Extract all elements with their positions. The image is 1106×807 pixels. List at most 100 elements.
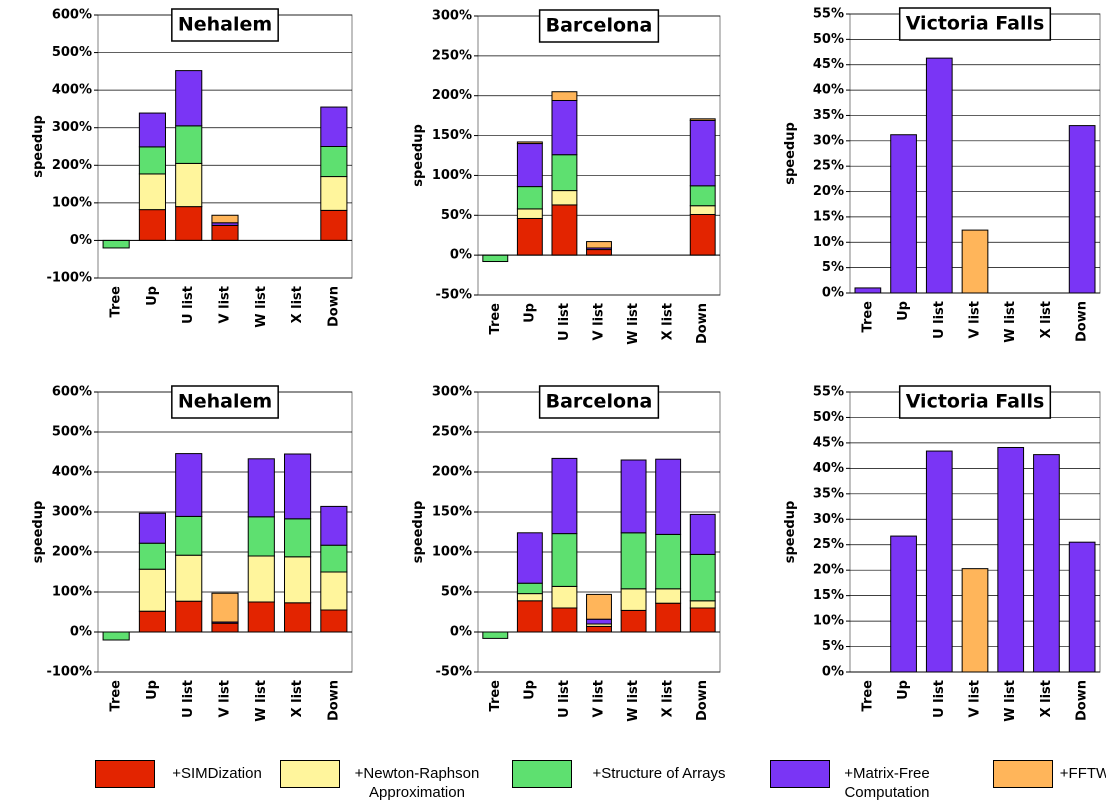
legend-swatch: [993, 760, 1053, 788]
x-tick-label: V list: [592, 680, 607, 717]
y-tick-label: 600%: [52, 8, 92, 23]
y-tick-label: 300%: [432, 385, 472, 400]
legend-swatch: [280, 760, 340, 788]
x-tick-label: Tree: [488, 303, 503, 335]
y-tick-label: 50%: [441, 585, 472, 600]
x-tick-label: V list: [968, 680, 983, 717]
x-tick-label: V list: [968, 301, 983, 338]
y-tick-label: 55%: [813, 385, 844, 400]
legend-swatch: [770, 760, 830, 788]
x-tick-label: W list: [1003, 680, 1018, 722]
y-tick-label: 30%: [813, 512, 844, 527]
y-tick-label: 15%: [813, 209, 844, 224]
bar-segment: [586, 625, 612, 633]
x-tick-label: Down: [1075, 301, 1090, 342]
y-axis-label: speedup: [783, 122, 798, 185]
bar-segment: [551, 457, 578, 535]
bar-segment: [211, 622, 239, 633]
legend-label: +FFTW: [1059, 765, 1106, 782]
y-axis-label: speedup: [411, 501, 426, 564]
y-tick-label: 300%: [52, 505, 92, 520]
chart-title: Nehalem: [178, 391, 272, 413]
bar-segment: [211, 592, 239, 623]
x-tick-label: Down: [1075, 680, 1090, 721]
title-box: Nehalem: [171, 8, 279, 42]
y-tick-label: -100%: [46, 271, 92, 286]
y-tick-label: 150%: [432, 505, 472, 520]
bar-segment: [175, 206, 203, 241]
bar-segment: [689, 119, 716, 187]
y-tick-label: 45%: [813, 435, 844, 450]
y-tick-label: 55%: [813, 7, 844, 22]
bar-segment: [925, 450, 953, 673]
x-tick-label: Up: [145, 680, 160, 700]
y-tick-label: 300%: [432, 9, 472, 24]
bar-segment: [961, 568, 989, 673]
y-axis-label: speedup: [411, 124, 426, 187]
bar-segment: [516, 600, 543, 633]
bar-segment: [247, 601, 275, 633]
bar-segment: [138, 209, 166, 241]
bar-segment: [247, 458, 275, 518]
chart-title: Victoria Falls: [906, 391, 1045, 413]
y-tick-label: 50%: [813, 32, 844, 47]
x-tick-label: X list: [1039, 301, 1054, 338]
y-tick-label: -50%: [435, 288, 472, 303]
y-tick-label: 25%: [813, 159, 844, 174]
bar-segment: [175, 70, 203, 127]
y-tick-label: 0%: [450, 625, 472, 640]
bar-segment: [320, 176, 348, 211]
x-tick-label: X list: [661, 303, 676, 340]
bar-segment: [138, 146, 166, 175]
bar-segment: [890, 134, 917, 294]
bar-segment: [620, 609, 647, 633]
x-tick-label: Tree: [109, 680, 124, 712]
bar-segment: [961, 229, 989, 294]
bar-segment: [247, 555, 275, 603]
bar-segment: [689, 607, 716, 633]
bar-segment: [211, 214, 239, 224]
x-tick-label: U list: [181, 286, 196, 324]
bar-segment: [655, 458, 682, 535]
bar-segment: [890, 535, 917, 673]
y-tick-label: 35%: [813, 486, 844, 501]
y-tick-label: 20%: [813, 184, 844, 199]
bar-segment: [320, 209, 348, 241]
bar-segment: [320, 609, 348, 633]
x-tick-label: W list: [626, 303, 641, 345]
y-tick-label: 200%: [52, 158, 92, 173]
bar-segment: [620, 588, 647, 611]
legend-item: +Structure of Arrays: [512, 760, 744, 800]
bar-segment: [925, 57, 953, 294]
x-tick-label: Tree: [109, 286, 124, 318]
y-tick-label: 100%: [52, 195, 92, 210]
x-tick-label: Down: [326, 680, 341, 721]
bar-segment: [138, 568, 166, 612]
bar-segment: [854, 287, 882, 294]
bar-segment: [516, 141, 543, 145]
y-tick-label: 30%: [813, 133, 844, 148]
bar-segment: [211, 224, 239, 241]
y-tick-label: 35%: [813, 108, 844, 123]
bar-segment: [689, 600, 716, 609]
legend-item: +FFTW: [993, 760, 1106, 800]
y-axis-label: speedup: [783, 501, 798, 564]
x-tick-label: Up: [145, 286, 160, 306]
bar-segment: [138, 512, 166, 544]
y-tick-label: 400%: [52, 83, 92, 98]
x-tick-label: Down: [695, 303, 710, 344]
title-box: Nehalem: [171, 385, 279, 419]
legend-swatch: [512, 760, 572, 788]
title-background: [538, 385, 660, 419]
x-tick-label: U list: [932, 301, 947, 339]
bar-segment: [1033, 454, 1060, 673]
legend-label: +Matrix-Free Computation: [844, 765, 930, 801]
bar-segment: [284, 556, 312, 604]
y-tick-label: 100%: [432, 545, 472, 560]
y-tick-label: 10%: [813, 235, 844, 250]
charts: -100% 0% 100% 200% 300% 400% 500% 600% speedup Tr…: [31, 7, 1101, 722]
bar-segment: [516, 532, 543, 584]
x-tick-label: Up: [896, 301, 911, 321]
y-axis-label: speedup: [31, 115, 46, 178]
bar-segment: [551, 607, 578, 633]
